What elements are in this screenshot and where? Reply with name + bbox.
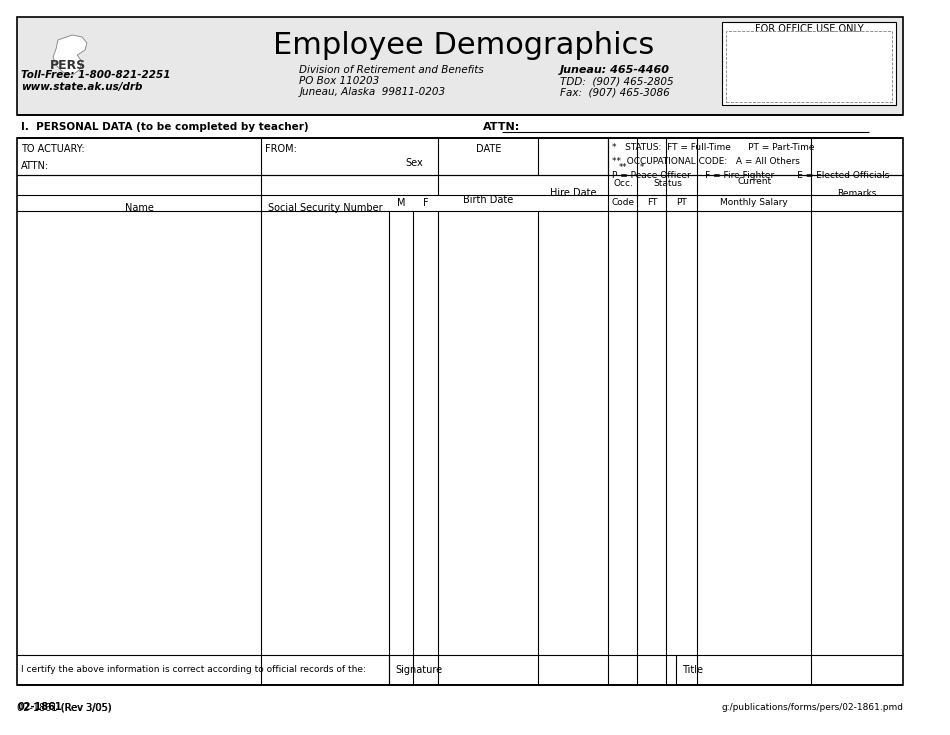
Text: Occ.: Occ.: [613, 179, 633, 187]
Text: PT: PT: [676, 198, 687, 207]
Text: FROM:: FROM:: [265, 144, 296, 154]
Text: Fax:  (907) 465-3086: Fax: (907) 465-3086: [560, 87, 670, 97]
Text: 02-1861 (Rev 3/05): 02-1861 (Rev 3/05): [17, 702, 112, 712]
Bar: [17, 138, 903, 685]
Text: (Rev 3/05): (Rev 3/05): [58, 702, 112, 712]
Text: Hire Date: Hire Date: [550, 188, 597, 198]
Text: TDD:  (907) 465-2805: TDD: (907) 465-2805: [560, 76, 674, 86]
Text: Monthly Salary: Monthly Salary: [720, 198, 788, 207]
Bar: [17, 17, 903, 115]
Text: FOR OFFICE USE ONLY: FOR OFFICE USE ONLY: [755, 24, 864, 34]
Text: **: **: [618, 163, 627, 172]
Text: FT: FT: [647, 198, 657, 207]
Text: DATE: DATE: [476, 144, 501, 154]
Circle shape: [39, 30, 97, 90]
Text: 02-1861: 02-1861: [17, 702, 62, 712]
Text: www.state.ak.us/drb: www.state.ak.us/drb: [21, 82, 142, 92]
Text: TO ACTUARY:: TO ACTUARY:: [21, 144, 85, 154]
Text: M: M: [397, 198, 406, 208]
Text: I certify the above information is correct according to official records of the:: I certify the above information is corre…: [21, 665, 366, 675]
Text: Current: Current: [737, 176, 771, 185]
Text: Division of Retirement and Benefits: Division of Retirement and Benefits: [299, 65, 484, 75]
Text: PERS: PERS: [49, 59, 86, 71]
Text: ATTN:: ATTN:: [483, 122, 521, 132]
Text: Toll-Free: 1-800-821-2251: Toll-Free: 1-800-821-2251: [21, 70, 171, 80]
Text: Remarks: Remarks: [838, 188, 877, 198]
Text: Title: Title: [682, 665, 703, 675]
Bar: [722, 22, 896, 105]
Text: Social Security Number: Social Security Number: [268, 203, 382, 213]
Text: Juneau, Alaska  99811-0203: Juneau, Alaska 99811-0203: [299, 87, 446, 97]
Text: Code: Code: [612, 198, 635, 207]
Bar: [727, 31, 892, 102]
Text: Name: Name: [124, 203, 154, 213]
Text: I.  PERSONAL DATA (to be completed by teacher): I. PERSONAL DATA (to be completed by tea…: [21, 122, 309, 132]
Text: *: *: [639, 163, 643, 172]
Text: g:/publications/forms/pers/02-1861.pmd: g:/publications/forms/pers/02-1861.pmd: [721, 703, 903, 711]
Polygon shape: [53, 35, 86, 75]
Text: Employee Demographics: Employee Demographics: [273, 30, 655, 60]
Text: Status: Status: [653, 179, 682, 187]
Text: ATTN:: ATTN:: [21, 160, 49, 171]
Text: P = Peace Officer     F = Fire Fighter        E = Elected Officials: P = Peace Officer F = Fire Fighter E = E…: [613, 171, 890, 180]
Text: Birth Date: Birth Date: [463, 195, 513, 205]
Text: F: F: [423, 198, 428, 208]
Text: *   STATUS:  FT = Full-Time      PT = Part-Time: * STATUS: FT = Full-Time PT = Part-Time: [613, 143, 815, 152]
Text: PO Box 110203: PO Box 110203: [299, 76, 380, 86]
Text: Sex: Sex: [405, 158, 423, 168]
Text: **  OCCUPATIONAL CODE:   A = All Others: ** OCCUPATIONAL CODE: A = All Others: [613, 157, 800, 166]
Text: Juneau: 465-4460: Juneau: 465-4460: [560, 65, 670, 75]
Text: Signature: Signature: [395, 665, 442, 675]
